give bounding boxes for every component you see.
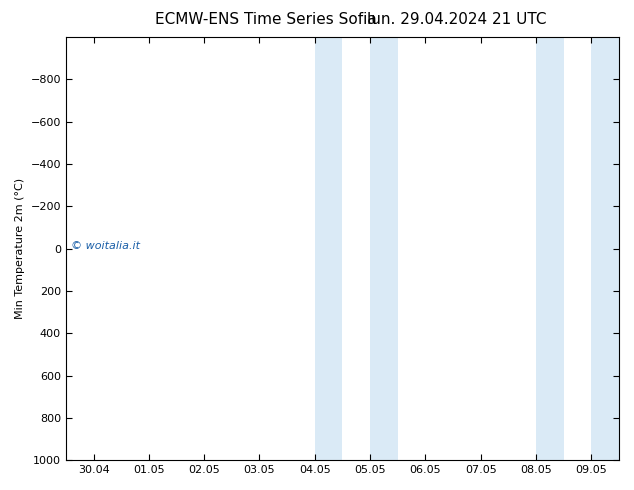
Text: ECMW-ENS Time Series Sofia: ECMW-ENS Time Series Sofia <box>155 12 377 27</box>
Text: lun. 29.04.2024 21 UTC: lun. 29.04.2024 21 UTC <box>366 12 547 27</box>
Bar <box>536 37 564 460</box>
Text: © woitalia.it: © woitalia.it <box>72 242 141 251</box>
Bar <box>315 37 342 460</box>
Bar <box>592 37 619 460</box>
Y-axis label: Min Temperature 2m (°C): Min Temperature 2m (°C) <box>15 178 25 319</box>
Bar <box>370 37 398 460</box>
